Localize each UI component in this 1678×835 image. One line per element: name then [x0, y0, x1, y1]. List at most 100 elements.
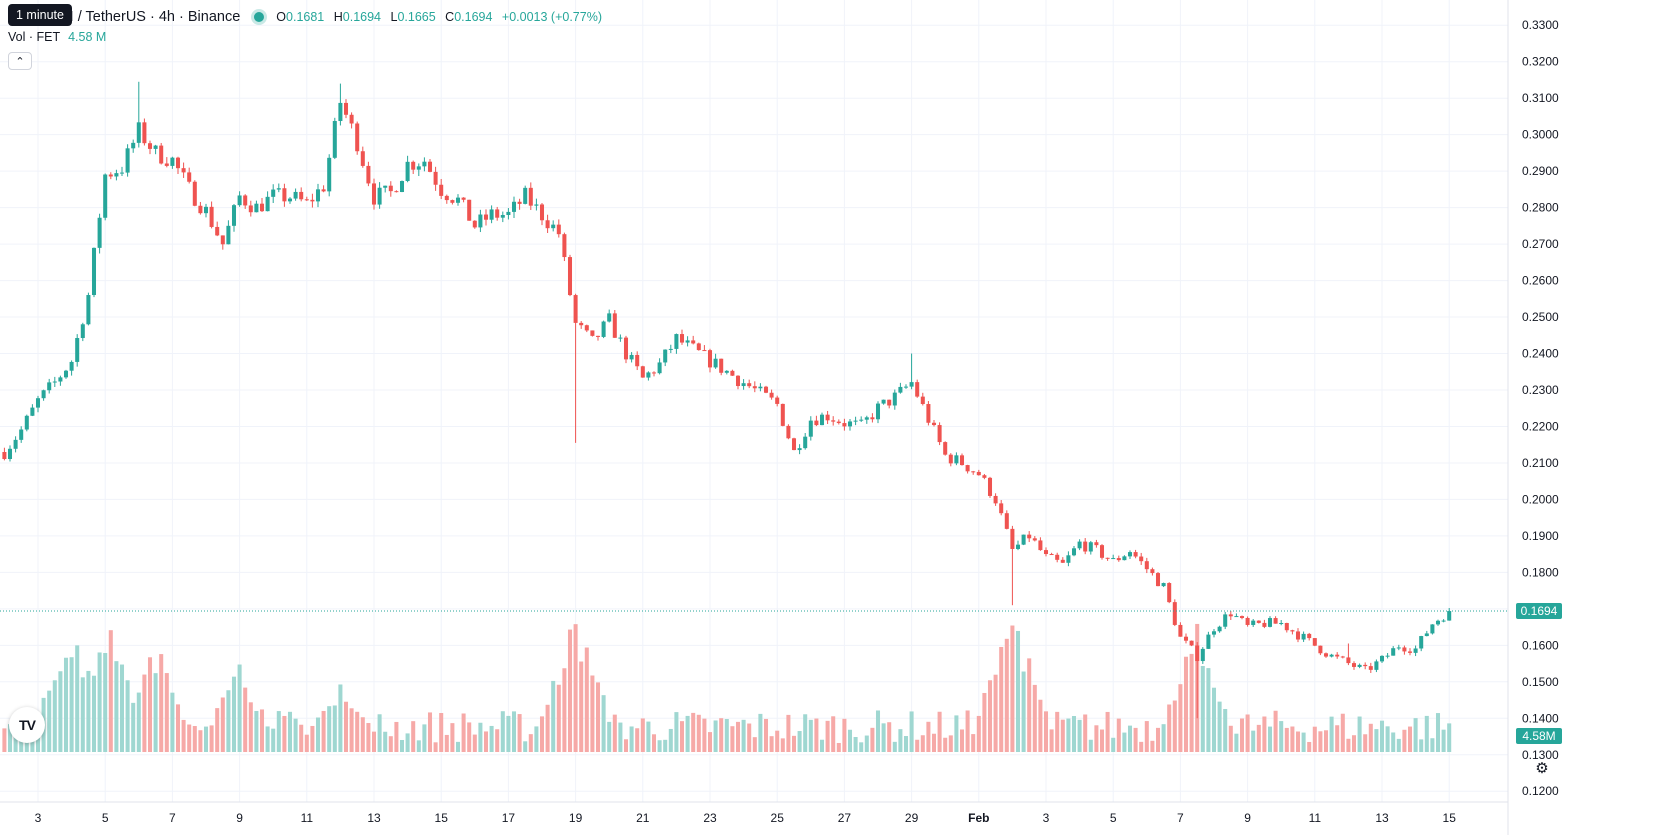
candle-body: [679, 334, 685, 343]
candle-body: [948, 454, 953, 464]
candle-body: [371, 183, 377, 205]
volume-bar: [870, 727, 875, 752]
volume-bar: [136, 692, 141, 752]
volume-bar: [892, 741, 897, 752]
candle-body: [831, 420, 836, 422]
candle-body: [69, 361, 74, 371]
grid: [0, 0, 1508, 802]
volume-bar: [1116, 718, 1121, 752]
volume-bar: [231, 676, 237, 752]
volume-bar: [741, 719, 746, 752]
time-tick-label: 9: [236, 811, 243, 825]
candle-body: [293, 191, 298, 199]
candle-body: [1088, 542, 1093, 552]
collapse-legend-button[interactable]: ⌃: [8, 52, 32, 70]
candle-body: [556, 224, 561, 235]
candle-body: [747, 383, 752, 387]
candle-body: [170, 157, 175, 166]
candle-body: [489, 209, 494, 220]
candle-body: [1155, 573, 1161, 587]
gear-icon[interactable]: ⚙: [1535, 760, 1549, 777]
candle-body: [943, 442, 948, 455]
open-label: O: [276, 10, 287, 24]
volume-bar: [971, 734, 976, 752]
volume-bar: [573, 624, 578, 752]
volume-bar: [1284, 727, 1289, 752]
volume-bar: [707, 732, 713, 752]
candle-body: [187, 172, 192, 182]
volume-bar: [63, 657, 69, 752]
candle-body: [1060, 559, 1065, 563]
volume-bar: [702, 718, 707, 752]
time-tick-label: 11: [1309, 811, 1322, 825]
volume-bar: [1239, 718, 1245, 752]
volume-bar: [954, 715, 959, 752]
candle-body: [696, 343, 701, 351]
candle-body: [724, 370, 729, 373]
volume-bar: [181, 719, 186, 752]
volume-bar: [1060, 719, 1065, 752]
volume-bar: [584, 647, 589, 752]
volume-bar: [153, 673, 158, 752]
volume-bar: [528, 734, 533, 752]
candle-body: [937, 425, 942, 443]
volume-bar: [607, 721, 612, 752]
candle-body: [1357, 664, 1362, 667]
candle-body: [1094, 542, 1099, 546]
volume-bar: [875, 710, 881, 752]
time-axis: 3 5 7 9 11 13 15 17 19 21 23 25 27 29 Feb 3 5 7 9 11 13 15: [35, 811, 1457, 825]
volume-bar: [1273, 710, 1278, 752]
candle-body: [226, 225, 231, 245]
candle-body: [1239, 616, 1245, 618]
volume-bar: [86, 670, 91, 752]
volume-bar: [187, 724, 192, 752]
volume-bar: [310, 725, 315, 752]
volume-bar: [1004, 638, 1009, 752]
volume-bar: [327, 706, 332, 752]
volume-bar: [1441, 729, 1446, 752]
volume-bar: [1379, 720, 1385, 752]
volume-bar: [1071, 716, 1077, 752]
candle-body: [1267, 618, 1273, 627]
candle-body: [1424, 633, 1429, 637]
candle-body: [640, 366, 645, 378]
volume-label[interactable]: Vol · FET: [8, 30, 61, 44]
volume-bar: [159, 654, 164, 752]
volume-bar: [747, 723, 752, 752]
candle-body: [1318, 645, 1323, 654]
candle-body: [1413, 648, 1418, 653]
candle-body: [808, 420, 813, 437]
high-value: 0.1694: [342, 10, 381, 24]
candle-body: [903, 386, 909, 388]
candle-body: [1402, 647, 1407, 652]
candle-body: [80, 324, 85, 339]
candle-body: [1150, 569, 1155, 574]
candle-body: [1083, 541, 1088, 552]
candle-body: [663, 349, 668, 363]
volume-bar: [103, 652, 108, 752]
symbol-title[interactable]: AI / TetherUS · 4h · Binance: [60, 9, 241, 25]
candle-body: [287, 198, 293, 202]
volume-bar: [534, 726, 539, 752]
candle-body: [1172, 602, 1177, 625]
candle-body: [52, 381, 57, 383]
candle-body: [517, 201, 522, 204]
volume-bar: [69, 657, 74, 752]
volume-bar: [842, 718, 847, 752]
volume-bar: [343, 701, 349, 752]
volume-bar: [1419, 739, 1424, 752]
volume-bar: [97, 652, 102, 752]
tradingview-logo[interactable]: TV: [9, 707, 45, 743]
candle-body: [231, 205, 237, 226]
candle-body: [870, 417, 875, 420]
volume-bar: [1105, 711, 1110, 752]
time-tick-label: 29: [905, 811, 919, 825]
candle-body: [209, 206, 214, 227]
volume-bar: [254, 710, 259, 752]
time-tick-label: 5: [1110, 811, 1117, 825]
volume-bar: [58, 671, 63, 752]
candle-body: [243, 195, 248, 206]
volume-bar: [355, 711, 360, 752]
volume-bar: [1094, 725, 1099, 752]
